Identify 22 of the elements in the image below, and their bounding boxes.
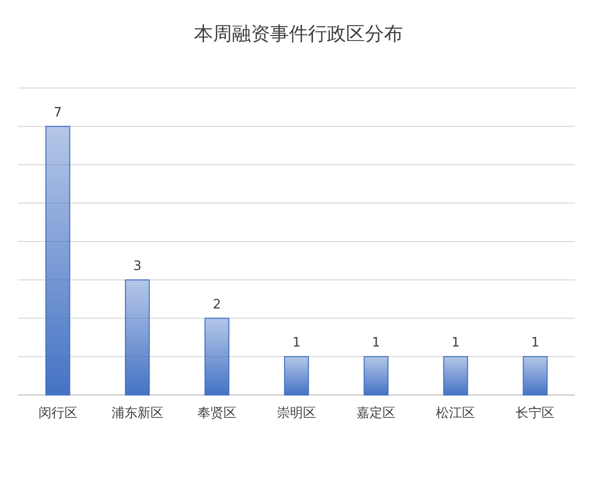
- data-label: 1: [531, 336, 540, 351]
- bar: [124, 279, 150, 396]
- data-label: 1: [452, 336, 460, 351]
- data-label: 2: [212, 297, 222, 312]
- data-label: 7: [54, 105, 62, 120]
- bar: [204, 318, 230, 396]
- x-tick-label: 闵行区: [38, 406, 78, 421]
- x-tick-label: 嘉定区: [356, 406, 396, 421]
- bar: [364, 356, 389, 396]
- x-tick-label: 长宁区: [516, 405, 555, 421]
- x-tick-label: 松江区: [436, 406, 476, 421]
- data-label: 1: [372, 336, 380, 351]
- data-label: 3: [133, 258, 142, 274]
- data-label: 1: [292, 336, 301, 351]
- bar: [45, 126, 70, 396]
- x-tick-label: 崇明区: [277, 406, 316, 421]
- bar: [443, 356, 468, 396]
- x-tick-label: 浦东新区: [111, 406, 164, 421]
- chart-title: 本周融资事件行政区分布: [194, 23, 403, 45]
- x-tick-label: 奉贤区: [197, 406, 236, 421]
- bar: [284, 356, 309, 396]
- bar: [522, 356, 548, 396]
